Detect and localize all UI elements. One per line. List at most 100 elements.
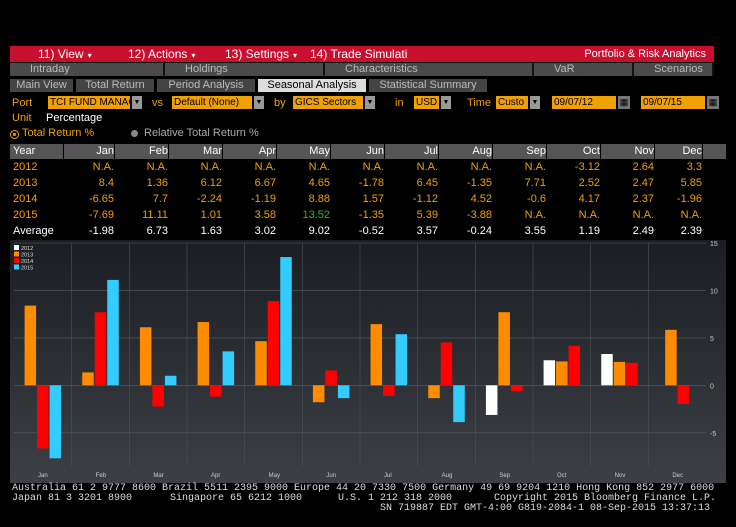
time-field[interactable]: Custo [496,96,528,109]
table-cell: 2.49 [632,225,654,237]
table-cell: -0.6 [527,193,546,205]
tab-var[interactable]: VaR [534,63,634,76]
bar-2014-dec [677,385,690,404]
chevron-down-icon: ▾ [293,51,298,60]
menu-bar: 11) View ▾ 12) Actions ▾ 13) Settings ▾ 14)… [10,46,714,62]
calendar-icon[interactable]: ▦ [707,96,719,109]
table-cell: 2013 [13,177,38,189]
footer-contacts-japan: Japan 81 3 3201 8900 [12,493,133,504]
x-tick-label: Feb [96,473,107,479]
radio-total-return[interactable] [10,130,19,139]
in-label: in [395,97,404,109]
bar-2015-jul [395,334,408,386]
x-tick-label: Jun [326,473,336,479]
table-cell: -7.69 [88,209,114,221]
tab-holdings[interactable]: Holdings [165,63,325,76]
bar-2013-feb [82,372,94,386]
tab-period-analysis[interactable]: Period Analysis [157,79,255,92]
legend-label: 2015 [21,266,33,272]
currency-dropdown-icon[interactable]: ▼ [441,96,451,109]
table-cell: -1.98 [88,225,114,237]
benchmark-field[interactable]: Default (None) [172,96,252,109]
calendar-icon[interactable]: ▦ [618,96,630,109]
bar-2014-may [267,301,280,386]
end-date-field[interactable]: 09/07/15 [641,96,705,109]
grouping-dropdown-icon[interactable]: ▼ [365,96,375,109]
table-cell: 1.63 [200,225,222,237]
benchmark-dropdown-icon[interactable]: ▼ [254,96,264,109]
column-header: Dec [658,144,703,159]
table-cell: N.A. [524,209,546,221]
x-tick-label: Jan [38,473,48,479]
footer-contacts-us: U.S. 1 212 318 2000 [338,493,453,504]
table-cell: 4.52 [470,193,492,205]
column-header: May [280,144,331,159]
legend-swatch [14,264,19,270]
port-label: Port [12,97,33,109]
table-cell: 1.19 [578,225,600,237]
column-header: Aug [442,144,493,159]
view-menu[interactable]: 11) View ▾ [38,47,92,61]
footer-copyright: Copyright 2015 Bloomberg Finance L.P. [494,493,717,504]
x-tick-label: Sep [499,473,510,479]
table-cell: 2014 [13,193,38,205]
port-dropdown-icon[interactable]: ▼ [132,96,142,109]
trade-simulation-menu[interactable]: 14) Trade Simulati [310,47,408,61]
column-header: Apr [226,144,277,159]
legend-swatch [14,245,19,250]
table-cell: 6.45 [416,177,438,189]
actions-menu[interactable]: 12) Actions ▾ [128,47,196,61]
y-tick-label: -5 [710,431,716,438]
bar-2015-aug [453,385,465,423]
bar-2012-sep [485,385,498,415]
table-row: 2015 -7.69 11.11 1.01 3.58 13.52 -1.35 5.39 -3.8… [10,208,726,223]
tab-total-return[interactable]: Total Return [76,79,154,92]
tab-scenarios[interactable]: Scenarios [634,63,714,76]
bar-2013-jun [312,385,325,403]
tab-statistical-summary[interactable]: Statistical Summary [369,79,487,92]
tab-main-view[interactable]: Main View [10,79,73,92]
currency-field[interactable]: USD [414,96,439,109]
legend-label: 2012 [21,246,33,252]
port-field[interactable]: TCI FUND MANAG [48,96,130,109]
legend-swatch [14,258,19,263]
table-header-row: Year Jan Feb Mar Apr May Jun Jul Aug Sep Oct Nov Dec [10,144,726,159]
table-cell: -6.65 [88,193,114,205]
bar-2014-feb [94,312,107,386]
table-cell: N.A. [524,161,546,173]
table-cell: -1.35 [466,177,492,189]
grouping-field[interactable]: GICS Sectors [293,96,363,109]
column-header: Year [10,144,64,159]
tab-intraday[interactable]: Intraday [10,63,165,76]
bar-2013-may [255,341,267,386]
table-cell: 3.55 [524,225,546,237]
table-cell: -3.88 [466,209,492,221]
bar-2013-jul [370,324,383,386]
table-cell: -1.96 [676,193,702,205]
tab-seasonal-analysis[interactable]: Seasonal Analysis [258,79,366,92]
relative-return-option-label: Relative Total Return % [144,127,259,139]
tab-characteristics[interactable]: Characteristics [325,63,534,76]
app-title: Portfolio & Risk Analytics [584,48,706,60]
table-cell: 2.37 [632,193,654,205]
footer-session-info: SN 719887 EDT GMT-4:00 G819-2084-1 08-Se… [380,503,711,514]
bar-2015-jan [49,385,62,459]
radio-relative-total-return[interactable] [131,130,138,137]
table-cell: 3.3 [686,161,702,173]
settings-menu[interactable]: 13) Settings ▾ [225,47,298,61]
table-cell: 11.11 [142,209,168,221]
table-cell: 1.01 [200,209,222,221]
bar-2014-jul [383,385,395,396]
table-cell: 3.58 [254,209,276,221]
bar-2015-may [280,257,292,386]
table-cell: 13.52 [302,209,330,221]
bar-2014-apr [210,385,222,397]
column-header: Sep [496,144,547,159]
table-cell: -0.24 [466,225,492,237]
start-date-field[interactable]: 09/07/12 [552,96,616,109]
y-tick-label: 15 [710,241,718,248]
y-tick-label: 5 [710,336,714,343]
time-dropdown-icon[interactable]: ▼ [530,96,540,109]
table-cell: -1.78 [358,177,384,189]
bar-2014-jun [325,370,337,386]
